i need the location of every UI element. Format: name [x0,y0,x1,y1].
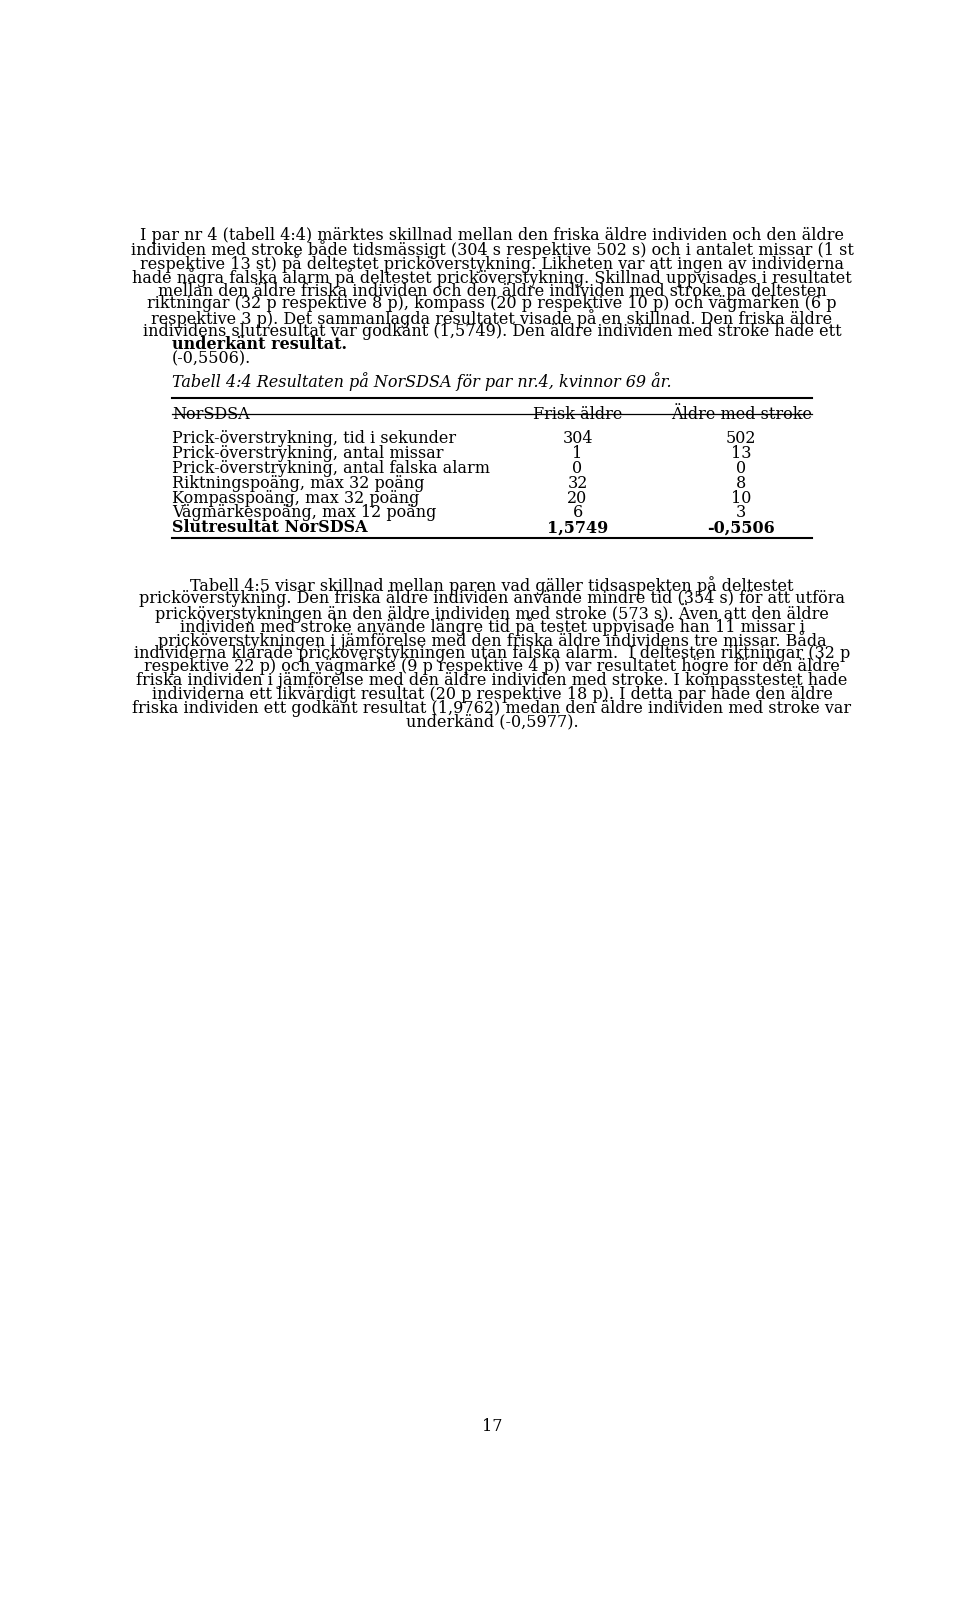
Text: Prick-överstrykning, tid i sekunder: Prick-överstrykning, tid i sekunder [172,430,456,447]
Text: friska individen ett godkänt resultat (1,9762) medan den äldre individen med str: friska individen ett godkänt resultat (1… [132,699,852,717]
Text: pricköverstykningen än den äldre individen med stroke (573 s). Även att den äldr: pricköverstykningen än den äldre individ… [156,604,828,623]
Text: I par nr 4 (tabell 4:4) märktes skillnad mellan den friska äldre individen och d: I par nr 4 (tabell 4:4) märktes skillnad… [140,227,844,244]
Text: individen med stroke använde längre tid på testet uppvisade han 11 missar i: individen med stroke använde längre tid … [180,616,804,636]
Text: Äldre med stroke: Äldre med stroke [671,406,812,422]
Text: hade några falska alarm på deltestet pricköverstykning. Skillnad uppvisades i re: hade några falska alarm på deltestet pri… [132,267,852,286]
Text: NorSDSA: NorSDSA [172,406,250,422]
Text: Slutresultat NorSDSA: Slutresultat NorSDSA [172,519,368,536]
Text: underkänt resultat.: underkänt resultat. [172,337,348,353]
Text: respektive 3 p). Det sammanlagda resultatet visade på en skillnad. Den friska äl: respektive 3 p). Det sammanlagda resulta… [152,309,832,328]
Text: friska individen i jämförelse med den äldre individen med stroke. I kompassteste: friska individen i jämförelse med den äl… [136,671,848,689]
Text: underkänd (-0,5977).: underkänd (-0,5977). [406,714,578,730]
Text: 0: 0 [736,460,746,477]
Text: Prick-överstrykning, antal falska alarm: Prick-överstrykning, antal falska alarm [172,460,491,477]
Text: 1: 1 [572,445,583,463]
Text: 8: 8 [736,474,746,492]
Text: 6: 6 [572,505,583,521]
Text: 304: 304 [563,430,593,447]
Text: riktningar (32 p respektive 8 p), kompass (20 p respektive 10 p) och vägmärken (: riktningar (32 p respektive 8 p), kompas… [147,294,837,312]
Text: mellan den äldre friska individen och den äldre individen med stroke på delteste: mellan den äldre friska individen och de… [157,282,827,301]
Text: 17: 17 [482,1417,502,1435]
Text: Prick-överstrykning, antal missar: Prick-överstrykning, antal missar [172,445,444,463]
Text: 10: 10 [732,490,752,506]
Text: Frisk äldre: Frisk äldre [533,406,622,422]
Text: (-0,5506).: (-0,5506). [172,349,252,367]
Text: 13: 13 [731,445,752,463]
Text: pricköverstykning. Den friska äldre individen använde mindre tid (354 s) för att: pricköverstykning. Den friska äldre indi… [139,589,845,607]
Text: 32: 32 [567,474,588,492]
Text: respektive 22 p) och vägmärke (9 p respektive 4 p) var resultatet högre för den : respektive 22 p) och vägmärke (9 p respe… [144,659,840,675]
Text: Tabell 4:5 visar skillnad mellan paren vad gäller tidsaspekten på deltestet: Tabell 4:5 visar skillnad mellan paren v… [190,576,794,595]
Text: -0,5506: -0,5506 [708,519,775,536]
Text: 20: 20 [567,490,588,506]
Text: pricköverstykningen i jämförelse med den friska äldre individens tre missar. Båd: pricköverstykningen i jämförelse med den… [157,631,827,650]
Text: Kompasspoäng, max 32 poäng: Kompasspoäng, max 32 poäng [172,490,420,506]
Text: individerna ett likvärdigt resultat (20 p respektive 18 p). I detta par hade den: individerna ett likvärdigt resultat (20 … [152,686,832,702]
Text: 1,5749: 1,5749 [547,519,609,536]
Text: 0: 0 [572,460,583,477]
Text: individerna klarade pricköverstykningen utan falska alarm.  I deltesten riktning: individerna klarade pricköverstykningen … [133,644,851,662]
Text: Vägmärkespoäng, max 12 poäng: Vägmärkespoäng, max 12 poäng [172,505,437,521]
Text: 502: 502 [726,430,756,447]
Text: individen med stroke både tidsmässigt (304 s respektive 502 s) och i antalet mis: individen med stroke både tidsmässigt (3… [131,241,853,259]
Text: 3: 3 [736,505,746,521]
Text: respektive 13 st) på deltestet pricköverstykning. Likheten var att ingen av indi: respektive 13 st) på deltestet pricköver… [140,254,844,273]
Text: individens slutresultat var godkänt (1,5749). Den äldre individen med stroke had: individens slutresultat var godkänt (1,5… [143,322,841,340]
Text: Tabell 4:4 Resultaten på NorSDSA för par nr.4, kvinnor 69 år.: Tabell 4:4 Resultaten på NorSDSA för par… [172,372,672,392]
Text: Riktningspoäng, max 32 poäng: Riktningspoäng, max 32 poäng [172,474,424,492]
